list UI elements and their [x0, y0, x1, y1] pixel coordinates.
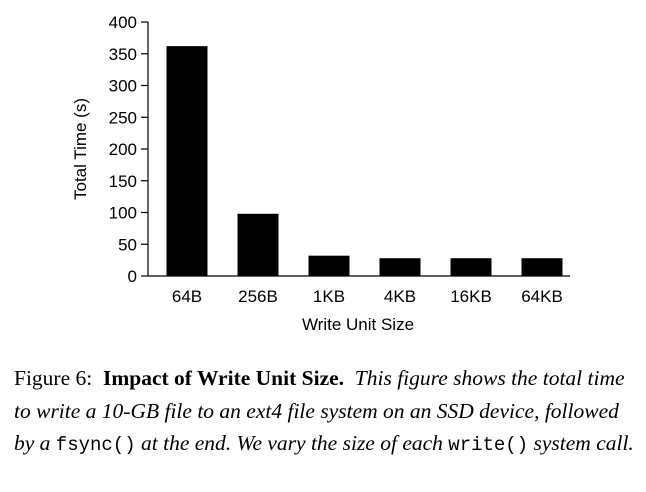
x-tick-label: 256B [238, 287, 278, 306]
bar [379, 258, 421, 276]
x-tick-label: 64KB [521, 287, 563, 306]
caption-code-fsync: fsync() [55, 434, 136, 456]
figure-label: Figure 6: [14, 366, 93, 390]
x-axis-label: Write Unit Size [302, 315, 414, 334]
x-tick-label: 16KB [450, 287, 492, 306]
x-tick-label: 64B [172, 287, 202, 306]
bars [166, 46, 563, 276]
y-tick-label: 400 [109, 13, 137, 32]
bar-chart: 0 50 100 150 200 250 300 350 400 64B 256B 1KB 4KB 16… [71, 13, 570, 334]
chart-svg: 0 50 100 150 200 250 300 350 400 64B 256B 1KB 4KB 16… [71, 13, 570, 334]
caption-text-1: This figure shows the total time to writ… [14, 366, 625, 455]
caption-text-3: system call. [533, 431, 634, 455]
y-axis: 0 50 100 150 200 250 300 350 400 [109, 13, 149, 286]
y-tick-label: 0 [128, 267, 137, 286]
y-tick-label: 250 [109, 108, 137, 127]
y-axis-label: Total Time (s) [71, 98, 90, 200]
bar [450, 258, 492, 276]
bar [521, 258, 563, 276]
figure-caption: Figure 6: Impact of Write Unit Size. Thi… [14, 362, 640, 462]
caption-title: Impact of Write Unit Size. [102, 366, 345, 390]
y-tick-label: 200 [109, 140, 137, 159]
y-tick-label: 300 [109, 77, 137, 96]
y-tick-label: 350 [109, 45, 137, 64]
bar [166, 46, 208, 276]
x-tick-label: 1KB [313, 287, 345, 306]
category-labels: 64B 256B 1KB 4KB 16KB 64KB [172, 287, 563, 306]
y-tick-label: 50 [118, 235, 137, 254]
bar [308, 255, 350, 276]
x-tick-label: 4KB [384, 287, 416, 306]
caption-code-write: write() [448, 434, 529, 456]
caption-text-2: at the end. We vary the size of each [141, 431, 443, 455]
bar [237, 213, 279, 276]
y-tick-label: 150 [109, 172, 137, 191]
y-tick-label: 100 [109, 204, 137, 223]
